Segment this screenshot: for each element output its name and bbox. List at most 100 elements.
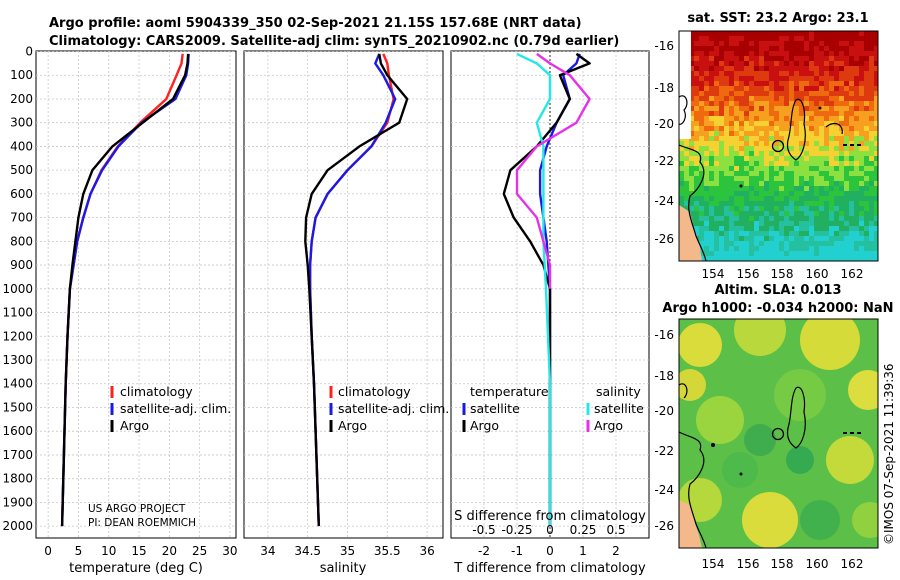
- sst-cell: [794, 231, 800, 237]
- sst-cell: [709, 226, 715, 232]
- sst-cell: [874, 106, 878, 112]
- sst-cell: [849, 106, 855, 112]
- sst-cell: [869, 51, 875, 57]
- sst-cell: [789, 91, 795, 97]
- sst-cell: [729, 121, 735, 127]
- sst-cell: [784, 81, 790, 87]
- sst-cell: [679, 156, 685, 162]
- sst-cell: [709, 246, 715, 252]
- sst-cell: [729, 111, 735, 117]
- sst-cell: [834, 81, 840, 87]
- sst-cell: [824, 41, 830, 47]
- sst-cell: [874, 241, 878, 247]
- sst-cell: [834, 36, 840, 42]
- island-dot: [818, 106, 822, 110]
- sst-cell: [834, 41, 840, 47]
- sst-cell: [754, 171, 760, 177]
- sst-cell: [769, 166, 775, 172]
- sst-cell: [769, 211, 775, 217]
- sst-cell: [709, 86, 715, 92]
- sst-cell: [744, 161, 750, 167]
- sst-cell: [739, 171, 745, 177]
- sst-cell: [699, 101, 705, 107]
- s-diff-tick-label: 0.25: [570, 523, 597, 537]
- sst-cell: [694, 46, 700, 52]
- sst-cell: [864, 186, 870, 192]
- sst-cell: [824, 216, 830, 222]
- sst-cell: [794, 221, 800, 227]
- sst-cell: [689, 121, 695, 127]
- sst-cell: [874, 111, 878, 117]
- sst-cell: [759, 236, 765, 242]
- x-tick-label: -1: [511, 544, 523, 558]
- sst-cell: [724, 181, 730, 187]
- sst-cell: [784, 66, 790, 72]
- sst-cell: [864, 31, 870, 37]
- sst-cell: [729, 146, 735, 152]
- sst-cell: [819, 156, 825, 162]
- sst-cell: [684, 206, 690, 212]
- sst-cell: [849, 216, 855, 222]
- sst-cell: [854, 141, 860, 147]
- sla-anomaly-blob: [826, 436, 874, 484]
- sst-cell: [694, 206, 700, 212]
- sst-cell: [814, 216, 820, 222]
- sst-cell: [794, 51, 800, 57]
- sst-cell: [709, 176, 715, 182]
- sst-cell: [859, 226, 865, 232]
- sst-cell: [844, 126, 850, 132]
- sst-cell: [804, 241, 810, 247]
- sst-cell: [839, 201, 845, 207]
- sst-cell: [714, 56, 720, 62]
- sst-cell: [864, 211, 870, 217]
- sst-cell: [709, 156, 715, 162]
- sst-cell: [739, 116, 745, 122]
- sst-cell: [699, 251, 705, 257]
- sst-cell: [744, 216, 750, 222]
- sst-cell: [764, 231, 770, 237]
- sst-cell: [819, 71, 825, 77]
- sst-cell: [779, 151, 785, 157]
- sst-cell: [764, 156, 770, 162]
- sst-cell: [774, 101, 780, 107]
- sst-cell: [759, 116, 765, 122]
- sst-cell: [849, 61, 855, 67]
- sst-cell: [774, 236, 780, 242]
- sst-cell: [744, 246, 750, 252]
- sst-cell: [739, 226, 745, 232]
- series-argo: [304, 53, 409, 527]
- sst-cell: [699, 166, 705, 172]
- sst-cell: [814, 96, 820, 102]
- sst-cell: [694, 156, 700, 162]
- sst-cell: [859, 106, 865, 112]
- sst-cell: [854, 106, 860, 112]
- sst-cell: [779, 246, 785, 252]
- sst-cell: [729, 61, 735, 67]
- sst-cell: [854, 61, 860, 67]
- sst-cell: [754, 86, 760, 92]
- sla-anomaly-blob: [848, 370, 878, 410]
- sst-cell: [734, 41, 740, 47]
- sst-cell: [734, 161, 740, 167]
- contour-line: [679, 383, 688, 399]
- sst-cell: [724, 246, 730, 252]
- sst-cell: [784, 246, 790, 252]
- sst-cell: [769, 71, 775, 77]
- sst-cell: [739, 186, 745, 192]
- sst-cell: [754, 256, 760, 261]
- sst-cell: [714, 121, 720, 127]
- sst-cell: [819, 221, 825, 227]
- sst-cell: [734, 56, 740, 62]
- sst-cell: [834, 256, 840, 261]
- sst-cell: [699, 116, 705, 122]
- sst-cell: [769, 121, 775, 127]
- sst-cell: [769, 96, 775, 102]
- sst-cell: [779, 186, 785, 192]
- sst-cell: [839, 246, 845, 252]
- sst-cell: [769, 131, 775, 137]
- sst-cell: [789, 151, 795, 157]
- sst-cell: [874, 156, 878, 162]
- sst-cell: [729, 166, 735, 172]
- sst-cell: [849, 141, 855, 147]
- sst-cell: [804, 206, 810, 212]
